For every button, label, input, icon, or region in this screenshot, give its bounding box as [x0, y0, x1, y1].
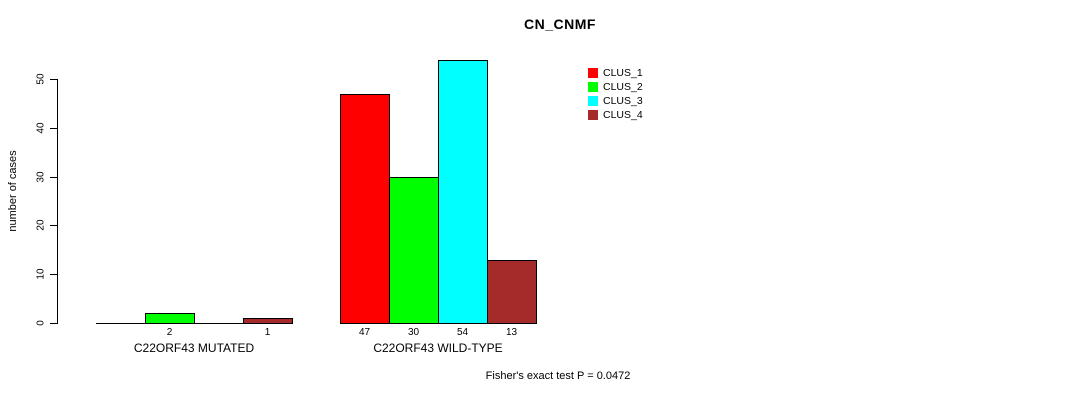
y-tick-label: 30	[35, 171, 47, 183]
bar-value-label: 47	[358, 327, 371, 338]
y-tick	[50, 128, 57, 129]
legend-item: CLUS_1	[588, 66, 643, 80]
y-tick	[50, 274, 57, 275]
bar-clus_1	[340, 94, 390, 324]
bar-clus_3	[438, 60, 488, 324]
bar-clus_2	[145, 313, 195, 324]
y-tick	[50, 177, 57, 178]
y-tick	[50, 79, 57, 80]
bar-clus_4	[487, 260, 537, 324]
y-axis-line	[57, 79, 58, 324]
x-group-label: C22ORF43 WILD-TYPE	[373, 341, 503, 355]
bar-value-label: 1	[264, 327, 271, 338]
legend-item: CLUS_4	[588, 108, 643, 122]
y-tick-label: 20	[35, 219, 47, 231]
legend-swatch-icon	[588, 96, 598, 106]
x-group-label: C22ORF43 MUTATED	[133, 341, 255, 355]
legend-swatch-icon	[588, 82, 598, 92]
bar-value-label: 30	[407, 327, 420, 338]
legend-label: CLUS_2	[603, 81, 643, 93]
y-tick-label: 0	[35, 320, 47, 326]
bar-clus_4	[243, 318, 293, 324]
bar-clus_2	[389, 177, 439, 324]
legend-label: CLUS_3	[603, 95, 643, 107]
legend-swatch-icon	[588, 68, 598, 78]
bar-value-label: 13	[505, 327, 518, 338]
legend-item: CLUS_3	[588, 94, 643, 108]
y-tick-label: 40	[35, 122, 47, 134]
legend-item: CLUS_2	[588, 80, 643, 94]
chart-title: CN_CNMF	[524, 16, 596, 32]
legend: CLUS_1 CLUS_2 CLUS_3 CLUS_4	[588, 66, 643, 122]
y-tick	[50, 323, 57, 324]
bar-clus_1	[96, 323, 146, 324]
legend-swatch-icon	[588, 110, 598, 120]
fisher-test-annotation: Fisher's exact test P = 0.0472	[485, 370, 631, 382]
y-axis-label: number of cases	[7, 150, 19, 232]
legend-label: CLUS_1	[603, 67, 643, 79]
y-tick-label: 10	[35, 268, 47, 280]
y-tick	[50, 225, 57, 226]
y-tick-label: 50	[35, 73, 47, 85]
legend-label: CLUS_4	[603, 109, 643, 121]
bar-value-label: 54	[456, 327, 469, 338]
bar-value-label: 2	[166, 327, 173, 338]
bar-clus_3	[194, 323, 244, 324]
